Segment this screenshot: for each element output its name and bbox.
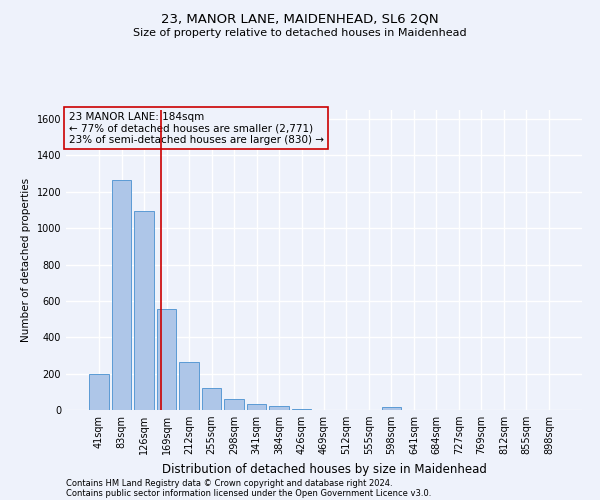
Bar (269, 406, 289, 410)
Bar (112, 180, 131, 410)
Bar (382, 408, 401, 410)
Bar (202, 388, 221, 410)
Bar (292, 409, 311, 410)
Bar (224, 400, 244, 410)
Bar (247, 404, 266, 410)
X-axis label: Distribution of detached houses by size in Maidenhead: Distribution of detached houses by size … (161, 462, 487, 475)
Y-axis label: Number of detached properties: Number of detached properties (21, 178, 31, 342)
Text: Contains public sector information licensed under the Open Government Licence v3: Contains public sector information licen… (66, 488, 431, 498)
Text: Size of property relative to detached houses in Maidenhead: Size of property relative to detached ho… (133, 28, 467, 38)
Bar (157, 310, 176, 410)
Bar (179, 362, 199, 410)
Bar (134, 210, 154, 410)
Text: 23, MANOR LANE, MAIDENHEAD, SL6 2QN: 23, MANOR LANE, MAIDENHEAD, SL6 2QN (161, 12, 439, 26)
Text: Contains HM Land Registry data © Crown copyright and database right 2024.: Contains HM Land Registry data © Crown c… (66, 478, 392, 488)
Bar (89, 374, 109, 410)
Text: 23 MANOR LANE: 184sqm
← 77% of detached houses are smaller (2,771)
23% of semi-d: 23 MANOR LANE: 184sqm ← 77% of detached … (68, 112, 323, 144)
